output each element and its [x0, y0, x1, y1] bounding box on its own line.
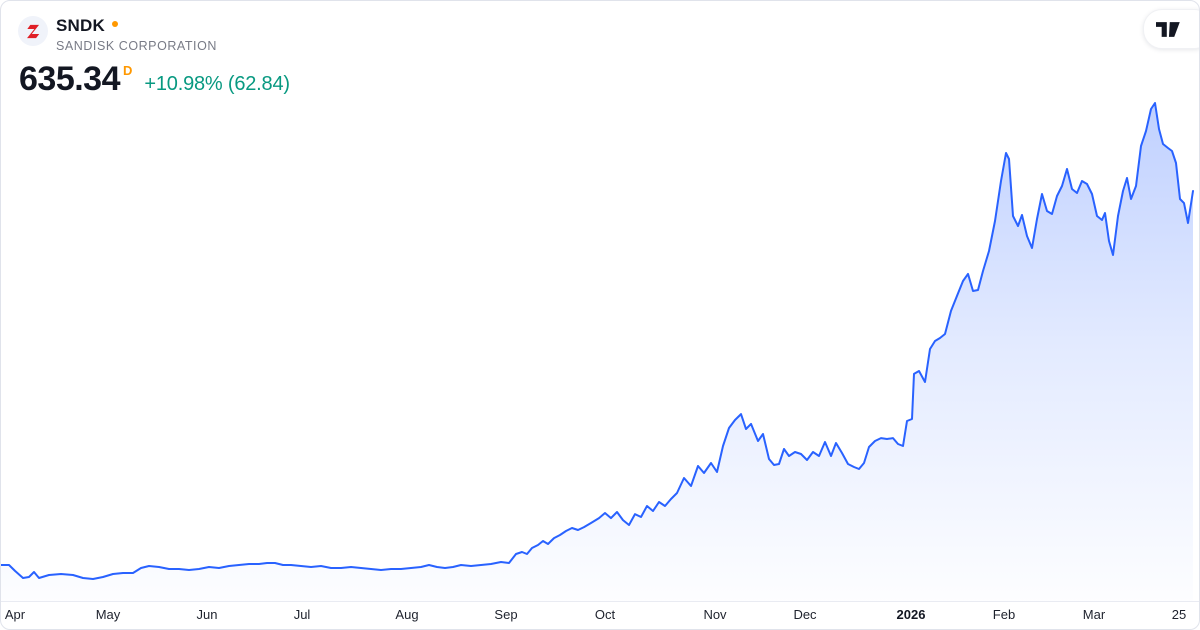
- x-axis-label: May: [95, 607, 121, 622]
- last-price: 635.34: [19, 60, 121, 98]
- price-line: [1, 102, 1194, 580]
- x-axis-label: Nov: [703, 607, 727, 622]
- x-axis: Apr May Jun Jul Aug Sep Oct Nov Dec 2026 Feb Mar 25: [1, 607, 1199, 629]
- ticker-symbol[interactable]: SNDK: [56, 16, 105, 35]
- sandisk-logo-glyph: [26, 24, 39, 38]
- x-axis-label: 2026: [896, 607, 926, 622]
- tradingview-logo-icon: [1156, 21, 1180, 37]
- x-axis-label: 25: [1171, 607, 1187, 622]
- x-axis-label: Mar: [1082, 607, 1106, 622]
- tradingview-link[interactable]: [1143, 9, 1199, 49]
- market-status-dot: [111, 21, 118, 27]
- sandisk-logo: [18, 16, 48, 46]
- x-axis-label: Apr: [4, 607, 26, 622]
- price-area-fill: [1, 103, 1193, 601]
- interval-badge[interactable]: D: [123, 63, 133, 78]
- x-axis-label: Oct: [594, 607, 616, 622]
- price-change: +10.98% (62.84): [144, 73, 290, 95]
- x-axis-label: Feb: [992, 607, 1016, 622]
- x-axis-label: Aug: [395, 607, 419, 622]
- header: SNDK SANDISK CORPORATION 635.34 D +10.98…: [18, 16, 290, 96]
- x-axis-label: Jul: [293, 607, 311, 622]
- x-axis-label: Jun: [196, 607, 218, 622]
- x-axis-label: Sep: [494, 607, 518, 622]
- x-axis-label: Dec: [793, 607, 817, 622]
- company-name: SANDISK CORPORATION: [56, 39, 217, 53]
